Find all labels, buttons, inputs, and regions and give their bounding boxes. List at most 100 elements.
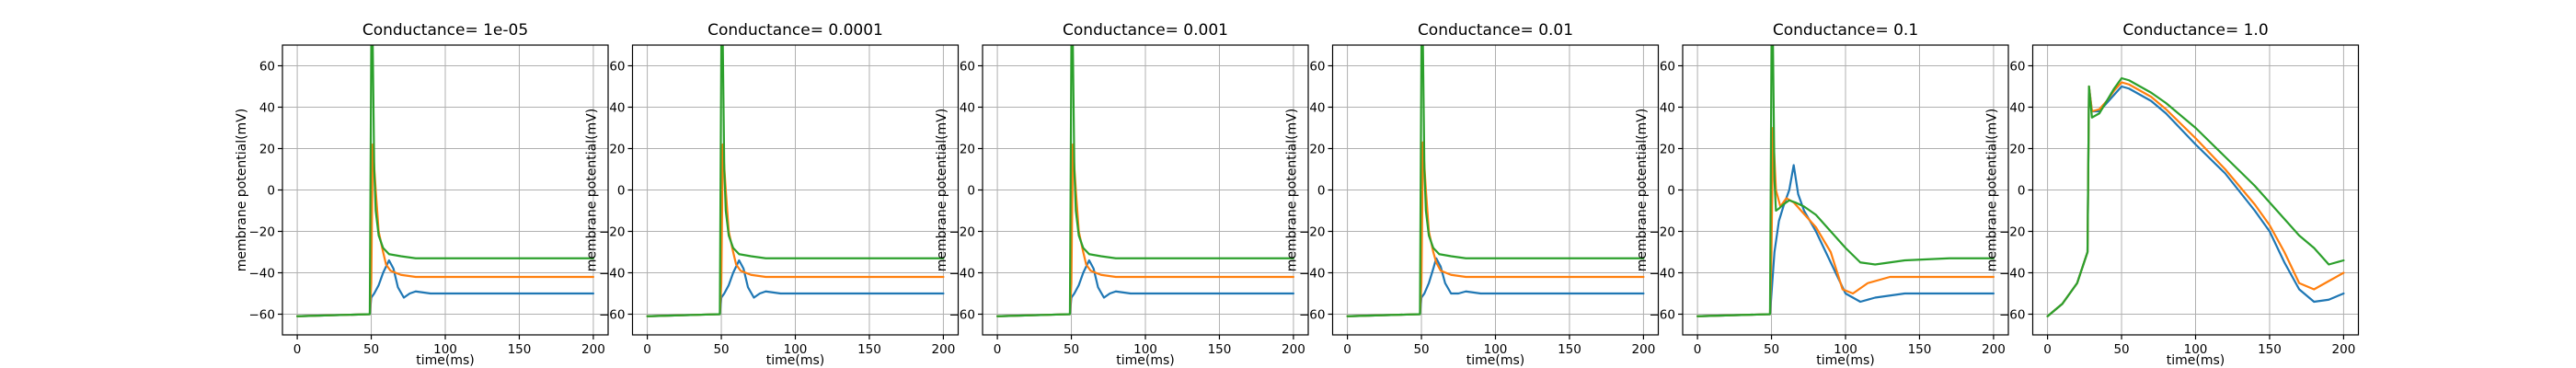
y-tick-label: −20 — [249, 225, 276, 240]
x-tick-label: 0 — [1694, 342, 1702, 357]
y-tick-label: −20 — [1299, 225, 1326, 240]
chart-panel-3: 0 50 100 150 200 −60 −40 −20 0 20 40 60 Conductance=… — [935, 21, 1309, 368]
x-tick-label: 100 — [1834, 342, 1857, 357]
series-line-1 — [295, 259, 595, 317]
y-tick-label: 0 — [967, 184, 975, 199]
x-tick-label: 200 — [932, 342, 956, 357]
x-tick-label: 150 — [1908, 342, 1932, 357]
y-tick-label: −40 — [949, 267, 976, 282]
x-axis-label: time(ms) — [2167, 353, 2225, 368]
x-tick-label: 200 — [581, 342, 605, 357]
y-tick-label: 60 — [1309, 60, 1325, 75]
x-tick-label: 50 — [1764, 342, 1779, 357]
x-tick-label: 100 — [2184, 342, 2208, 357]
series-line-1 — [995, 259, 1295, 317]
y-tick-label: 20 — [609, 143, 625, 157]
y-tick-label: −20 — [1999, 225, 2026, 240]
y-tick-label: 60 — [609, 60, 625, 75]
series-line-3 — [2046, 76, 2345, 317]
y-axis-label: membrane potential(mV) — [1985, 109, 2000, 271]
x-axis-label: time(ms) — [766, 353, 825, 368]
y-axis-label: membrane potential(mV) — [235, 109, 249, 271]
y-tick-label: −60 — [949, 308, 976, 323]
x-tick-label: 150 — [1208, 342, 1232, 357]
y-axis-label: membrane potential(mV) — [1635, 109, 1650, 271]
y-tick-label: 40 — [609, 101, 625, 116]
chart-panel-4: 0 50 100 150 200 −60 −40 −20 0 20 40 60 Conductance=… — [1285, 21, 1660, 368]
y-tick-label: 20 — [1309, 143, 1325, 157]
x-tick-label: 200 — [1982, 342, 2006, 357]
series-line-1 — [1696, 164, 1995, 317]
series-line-1 — [1346, 257, 1645, 317]
y-tick-label: −20 — [1650, 225, 1676, 240]
y-tick-label: 40 — [960, 101, 975, 116]
series-line-3 — [1696, 45, 1995, 317]
y-tick-label: 60 — [2009, 60, 2025, 75]
x-tick-label: 100 — [784, 342, 808, 357]
y-tick-label: −60 — [1999, 308, 2026, 323]
y-tick-label: 0 — [267, 184, 275, 199]
x-tick-label: 200 — [2332, 342, 2356, 357]
series-line-3 — [295, 45, 595, 317]
x-tick-label: 50 — [2113, 342, 2129, 357]
x-axis-label: time(ms) — [1116, 353, 1175, 368]
y-tick-label: −60 — [1650, 308, 1676, 323]
series-line-2 — [295, 143, 595, 317]
x-tick-label: 150 — [508, 342, 532, 357]
y-tick-label: −40 — [1299, 267, 1326, 282]
chart-panel-6: 0 50 100 150 200 −60 −40 −20 0 20 40 60 Conductance=… — [1985, 21, 2360, 368]
chart-title: Conductance= 1e-05 — [362, 21, 528, 40]
x-tick-label: 0 — [2043, 342, 2052, 357]
x-tick-label: 50 — [363, 342, 379, 357]
x-tick-label: 100 — [1484, 342, 1508, 357]
x-tick-label: 0 — [1343, 342, 1351, 357]
series-line-3 — [646, 45, 945, 317]
x-tick-label: 150 — [857, 342, 881, 357]
y-tick-label: −40 — [1999, 267, 2026, 282]
x-tick-label: 200 — [1282, 342, 1305, 357]
y-tick-label: −20 — [599, 225, 626, 240]
chart-panel-5: 0 50 100 150 200 −60 −40 −20 0 20 40 60 Conductance=… — [1635, 21, 2009, 368]
y-tick-label: 40 — [259, 101, 275, 116]
series-line-3 — [995, 45, 1295, 317]
y-tick-label: 0 — [2018, 184, 2026, 199]
series-line-2 — [646, 143, 945, 317]
y-tick-label: 20 — [960, 143, 975, 157]
y-tick-label: 0 — [617, 184, 626, 199]
x-tick-label: 100 — [433, 342, 457, 357]
chart-title: Conductance= 0.0001 — [707, 21, 883, 40]
y-tick-label: 40 — [1660, 101, 1675, 116]
chart-panel-1: 0 50 100 150 200 −60 −40 −20 0 20 40 60 Conductance=… — [235, 21, 609, 368]
y-tick-label: 60 — [259, 60, 275, 75]
x-tick-label: 0 — [293, 342, 302, 357]
x-tick-label: 50 — [713, 342, 729, 357]
y-tick-label: −40 — [599, 267, 626, 282]
x-tick-label: 200 — [1632, 342, 1656, 357]
x-tick-label: 0 — [994, 342, 1002, 357]
y-tick-label: −60 — [249, 308, 276, 323]
y-tick-label: 0 — [1317, 184, 1326, 199]
y-tick-label: 40 — [2009, 101, 2025, 116]
y-tick-label: 60 — [1660, 60, 1675, 75]
series-line-2 — [1346, 141, 1645, 317]
y-axis-label: membrane potential(mV) — [1285, 109, 1300, 271]
x-tick-label: 50 — [1064, 342, 1079, 357]
y-tick-label: −40 — [249, 267, 276, 282]
chart-title: Conductance= 0.001 — [1063, 21, 1228, 40]
chart-title: Conductance= 0.1 — [1773, 21, 1918, 40]
y-tick-label: 40 — [1309, 101, 1325, 116]
y-tick-label: −60 — [599, 308, 626, 323]
series-line-2 — [995, 143, 1295, 317]
y-tick-label: 0 — [1667, 184, 1675, 199]
y-axis-label: membrane potential(mV) — [935, 109, 949, 271]
chart-title: Conductance= 1.0 — [2122, 21, 2268, 40]
x-axis-label: time(ms) — [1816, 353, 1875, 368]
y-tick-label: 60 — [960, 60, 975, 75]
y-tick-label: 20 — [1660, 143, 1675, 157]
series-line-3 — [1346, 45, 1645, 317]
y-tick-label: −60 — [1299, 308, 1326, 323]
x-tick-label: 150 — [2258, 342, 2282, 357]
y-axis-label: membrane potential(mV) — [585, 109, 600, 271]
x-tick-label: 0 — [643, 342, 651, 357]
